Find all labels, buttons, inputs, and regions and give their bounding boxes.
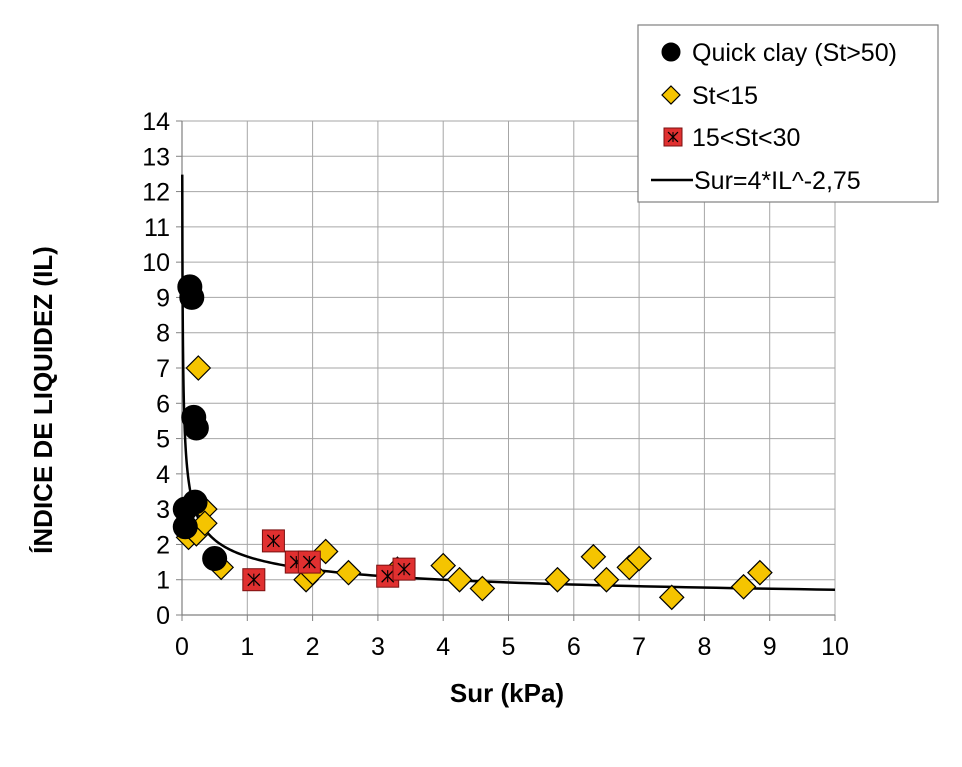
- point-diamond: [626, 545, 652, 572]
- x-tick-label: 6: [567, 633, 581, 661]
- legend-label: St<15: [692, 82, 758, 110]
- point-diamond: [335, 559, 362, 586]
- x-tick-label: 9: [763, 633, 777, 661]
- y-tick-label: 12: [142, 179, 170, 207]
- x-axis-label: Sur (kPa): [450, 678, 564, 708]
- y-tick-label: 8: [156, 320, 170, 348]
- point-square-x: [392, 557, 416, 581]
- point-diamond: [446, 566, 473, 593]
- point-circle: [182, 489, 208, 515]
- x-tick-label: 3: [371, 633, 385, 661]
- legend-label: 15<St<30: [692, 124, 800, 152]
- y-tick-label: 14: [142, 108, 170, 136]
- y-tick-label: 3: [156, 496, 170, 524]
- point-diamond: [185, 355, 212, 381]
- legend-label: Sur=4*IL^-2,75: [694, 167, 861, 195]
- y-tick-label: 10: [142, 249, 170, 277]
- x-tick-label: 0: [175, 633, 189, 661]
- y-tick-label: 9: [156, 284, 170, 312]
- y-tick-label: 11: [144, 214, 170, 242]
- y-tick-label: 7: [156, 355, 170, 383]
- x-tick-label: 1: [240, 633, 254, 661]
- data-points: [172, 274, 773, 611]
- point-square-x: [297, 550, 321, 574]
- point-diamond: [747, 559, 773, 586]
- x-tick-label: 7: [632, 633, 646, 661]
- point-diamond: [658, 584, 685, 611]
- legend-marker-circle: [661, 42, 681, 62]
- point-circle: [179, 284, 205, 310]
- x-tick-label: 5: [502, 633, 516, 661]
- point-square-x: [261, 529, 285, 553]
- point-diamond: [544, 566, 571, 593]
- x-tick-label: 10: [821, 633, 849, 661]
- point-diamond: [430, 552, 457, 579]
- legend-box: [637, 24, 939, 203]
- y-tick-label: 1: [156, 567, 170, 595]
- point-diamond: [192, 510, 218, 537]
- point-diamond: [580, 543, 607, 570]
- y-tick-label: 0: [156, 602, 170, 630]
- y-tick-label: 2: [156, 531, 170, 559]
- y-tick-label: 13: [142, 143, 170, 171]
- point-diamond: [593, 566, 620, 593]
- legend: Quick clay (St>50) St<15 15<St<30 Sur=4*IL^…: [637, 24, 939, 203]
- y-tick-label: 6: [156, 390, 170, 418]
- point-diamond: [469, 575, 496, 602]
- y-tick-label: 4: [156, 461, 170, 489]
- point-square-x: [242, 568, 266, 592]
- legend-marker-diamond: [661, 85, 681, 105]
- point-diamond: [730, 573, 757, 600]
- point-circle: [202, 546, 228, 572]
- y-tick-label: 5: [156, 426, 170, 454]
- x-tick-label: 8: [697, 633, 711, 661]
- point-circle: [172, 514, 198, 540]
- x-tick-label: 2: [306, 633, 320, 661]
- legend-label: Quick clay (St>50): [692, 39, 897, 67]
- x-tick-label: 4: [436, 633, 450, 661]
- legend-marker-square-x: [663, 127, 683, 147]
- point-circle: [183, 415, 209, 441]
- y-axis-label: ÍNDICE DE LIQUIDEZ (IL): [28, 246, 58, 554]
